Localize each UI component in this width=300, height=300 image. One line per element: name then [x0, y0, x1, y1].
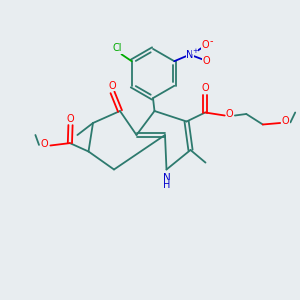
Text: N: N: [186, 50, 194, 60]
Text: O: O: [226, 109, 234, 119]
Text: O: O: [108, 81, 116, 91]
Text: -: -: [209, 36, 213, 46]
Text: N: N: [163, 173, 171, 183]
Text: O: O: [201, 83, 209, 93]
Text: Cl: Cl: [113, 43, 122, 53]
Text: O: O: [40, 139, 48, 149]
Text: O: O: [67, 113, 74, 124]
Text: O: O: [281, 116, 289, 127]
Text: O: O: [202, 40, 209, 50]
Text: O: O: [202, 56, 210, 66]
Text: H: H: [164, 180, 171, 190]
Text: +: +: [192, 48, 198, 54]
